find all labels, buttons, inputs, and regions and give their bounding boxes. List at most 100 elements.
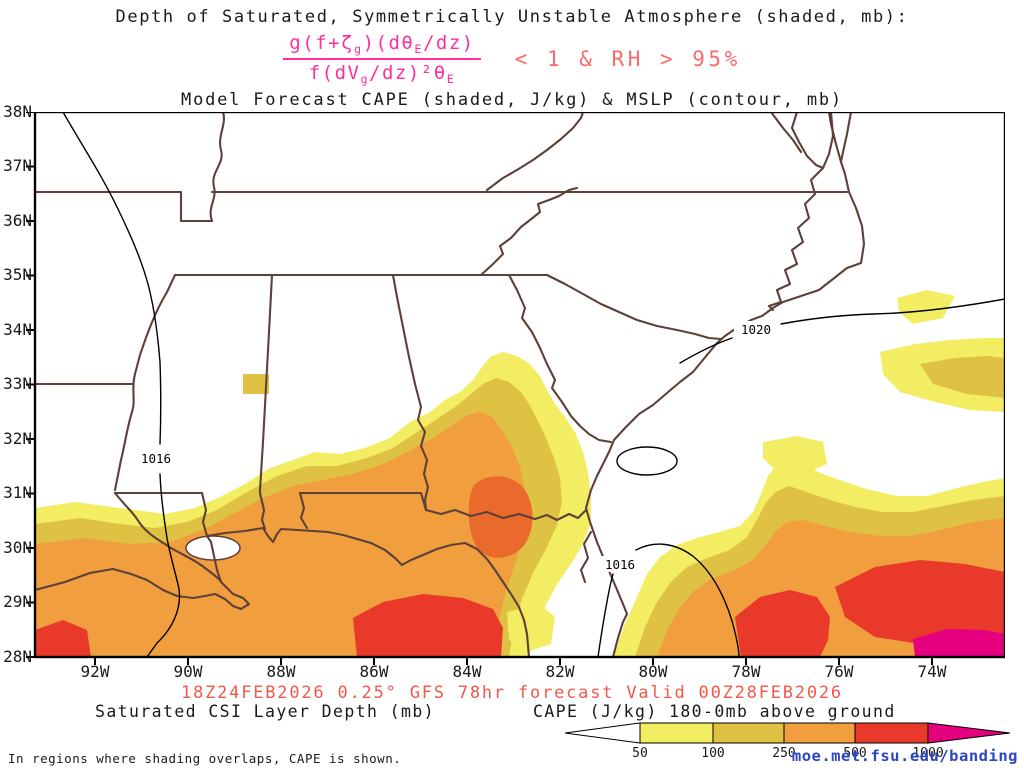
formula-seg: θ [433, 62, 447, 84]
border-ms-al [258, 273, 274, 531]
chesapeake-west-shore [790, 112, 825, 170]
border-al-ga [391, 273, 430, 512]
formula-seg-sub: E [414, 42, 423, 56]
formula-seg: f(dV [308, 62, 361, 84]
formula-numerator: g(f+ζg)(dθE/dz) [283, 31, 481, 60]
formula-seg: g(f+ζ [289, 31, 354, 54]
colorbar-segment-50-100 [639, 722, 714, 744]
contour-closed-oval [616, 446, 678, 476]
nc-sound-inner-coast [767, 166, 825, 312]
shade-fl-yellow-patch [507, 604, 555, 652]
formula-condition: < 1 & RH > 95% [514, 47, 741, 71]
colorbar-segment-250-500 [783, 722, 856, 744]
contour-label-1020: 1020 [741, 322, 771, 337]
contour-label-bg [598, 556, 642, 572]
gulf-coastline [33, 526, 531, 659]
lat-label: 31N [3, 483, 32, 502]
border-ky-va [485, 112, 585, 192]
atlantic-coastline [584, 112, 866, 659]
credit-url: moe.met.fsu.edu/banding [791, 747, 1018, 765]
lat-label: 34N [3, 320, 32, 339]
lon-label: 84W [452, 662, 482, 681]
shade-ne-gold-1 [920, 356, 1005, 398]
formula-seg-sub: g [360, 72, 370, 87]
lat-ticks [26, 112, 35, 658]
formula-fraction: g(f+ζg)(dθE/dz) f(dVg/dz)²θE [283, 31, 481, 87]
formula-seg-sub: g [353, 42, 363, 56]
contour-1016-right-upper [635, 543, 740, 658]
lon-label: 88W [266, 662, 296, 681]
colorbar-tick: 50 [632, 746, 648, 761]
lat-label: 29N [3, 592, 32, 611]
lat-label: 30N [3, 538, 32, 557]
contour-1016-left [62, 112, 162, 445]
lat-label: 35N [3, 265, 32, 284]
contour-1020-west [679, 337, 733, 364]
shade-west-red [353, 594, 503, 657]
shade-ms-gold-patch [243, 374, 269, 394]
lon-label: 92W [80, 662, 110, 681]
cape-legend-label: CAPE (J/kg) 180-0mb above ground [533, 702, 896, 721]
colorbar-tick: 100 [701, 746, 725, 761]
lat-label: 38N [3, 102, 32, 121]
contour-1016-right-lower [597, 573, 614, 658]
overlap-note: In regions where shading overlaps, CAPE … [8, 751, 402, 766]
lon-ticks [94, 657, 933, 665]
border-tn-nc [479, 186, 579, 277]
shade-east-red-1 [735, 590, 830, 657]
colorbar-segment-below-50 [565, 722, 641, 744]
border-nc-sc [545, 273, 723, 341]
shade-carolina-yellow [763, 436, 827, 474]
chart-title-line2: Model Forecast CAPE (shaded, J/kg) & MSL… [181, 90, 843, 110]
contour-label-1016-left: 1016 [141, 451, 171, 466]
shading-layer [35, 290, 1005, 657]
border-31n-al-fl [298, 491, 428, 512]
st-johns-river [579, 530, 593, 584]
map-canvas: 1016 1016 1020 [26, 112, 1005, 665]
forecast-info-line: 18Z24FEB2026 0.25° GFS 78hr forecast Val… [181, 683, 843, 703]
colorbar-segment-500-1000 [854, 722, 929, 744]
formula-seg: )(dθ [362, 31, 415, 54]
shade-west-orange [35, 412, 527, 657]
cape-colorbar [565, 722, 1010, 744]
delmarva-ocean-side [839, 112, 853, 164]
colorbar-segment-100-250 [712, 722, 785, 744]
lon-label: 90W [173, 662, 203, 681]
csi-legend-label: Saturated CSI Layer Depth (mb) [95, 702, 436, 721]
lon-label: 82W [545, 662, 575, 681]
colorbar-tick: 250 [772, 746, 796, 761]
lon-label: 80W [638, 662, 668, 681]
mississippi-river-louisiana [113, 491, 223, 584]
mslp-contours [62, 112, 1005, 658]
contour-label-1016-right: 1016 [605, 557, 635, 572]
formula-seg: /dz) [422, 31, 475, 54]
shade-left-red [35, 620, 91, 657]
lon-label: 86W [359, 662, 389, 681]
lat-label: 37N [3, 156, 32, 175]
lon-label: 74W [917, 662, 947, 681]
colorbar-segment-above-1000 [927, 722, 1010, 744]
csi-formula: g(f+ζg)(dθE/dz) f(dVg/dz)²θE < 1 & RH > … [0, 30, 1024, 88]
border-36-30 [33, 190, 849, 223]
contour-1020-east [780, 298, 1005, 325]
border-ga-sc-savannah [507, 273, 613, 444]
colorbar-tick: 500 [843, 746, 867, 761]
formula-seg: /dz)² [369, 62, 434, 84]
chart-title-line1: Depth of Saturated, Symmetrically Unstab… [115, 7, 909, 27]
lon-label: 78W [731, 662, 761, 681]
pearl-river [200, 491, 209, 538]
lat-label: 28N [3, 647, 32, 666]
potomac-river [769, 112, 803, 154]
border-fl-ga [424, 508, 588, 522]
colorbar-tick: 1000 [912, 746, 944, 761]
shade-east-magenta [913, 629, 1005, 657]
shade-ne-yellow-2 [897, 290, 955, 324]
lat-label: 36N [3, 211, 32, 230]
shade-east-red-2 [835, 560, 1005, 644]
mississippi-river-north [209, 112, 225, 223]
state-borders [33, 112, 866, 659]
lat-label: 32N [3, 429, 32, 448]
contour-label-layer: 1016 1016 1020 [134, 321, 778, 572]
delmarva-bay-side [821, 112, 835, 170]
